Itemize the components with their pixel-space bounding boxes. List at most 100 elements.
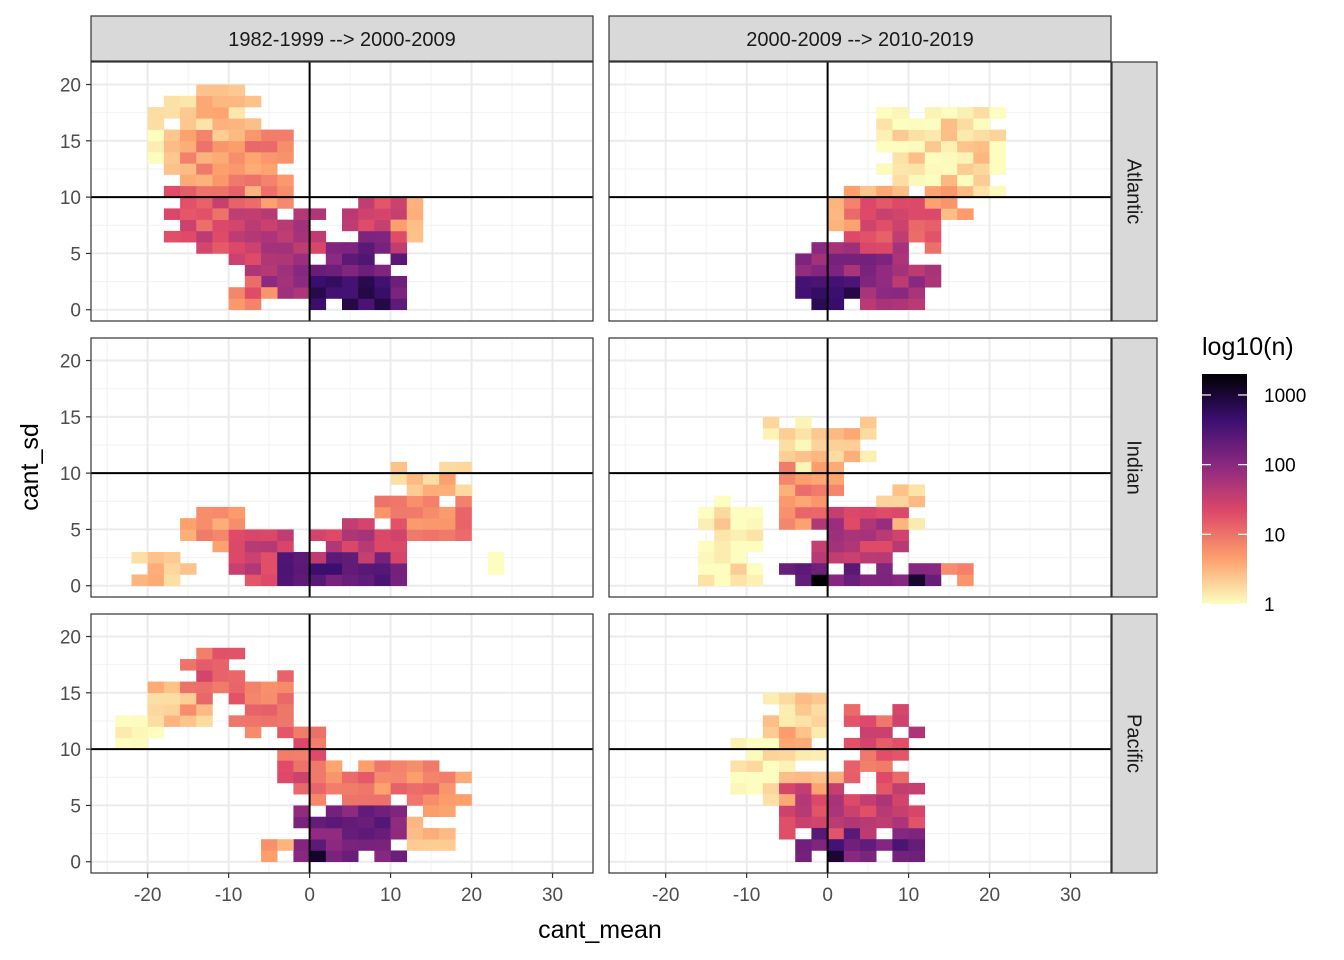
- heatmap-cell: [163, 152, 181, 164]
- heatmap-cell: [439, 794, 456, 806]
- heatmap-cell: [406, 771, 424, 784]
- heatmap-cell: [730, 782, 747, 795]
- heatmap-cell: [325, 540, 343, 553]
- y-tick-label: 20: [60, 628, 81, 649]
- heatmap-cell: [811, 264, 828, 277]
- x-tick-label: 20: [461, 885, 482, 906]
- x-tick-label: -10: [733, 885, 760, 906]
- heatmap-cell: [746, 760, 764, 772]
- heatmap-cell: [358, 574, 375, 587]
- heatmap-cell: [374, 540, 391, 553]
- heatmap-cell: [811, 715, 828, 727]
- heatmap-cell: [390, 563, 408, 575]
- heatmap-cell: [293, 253, 310, 265]
- heatmap-cell: [908, 230, 926, 243]
- heatmap-cell: [827, 428, 845, 440]
- heatmap-cell: [779, 692, 796, 705]
- heatmap-cells: [698, 416, 974, 587]
- heatmap-cell: [422, 782, 440, 795]
- heatmap-cell: [342, 287, 359, 299]
- heatmap-cell: [196, 107, 213, 119]
- heatmap-cell: [293, 264, 310, 277]
- heatmap-cell: [342, 827, 359, 840]
- heatmap-cell: [730, 760, 747, 772]
- heatmap-cell: [762, 692, 780, 705]
- heatmap-cell: [892, 540, 909, 553]
- heatmap-cell: [147, 563, 165, 575]
- heatmap-cell: [244, 551, 262, 564]
- heatmap-cell: [196, 670, 213, 682]
- heatmap-cell: [843, 287, 861, 299]
- heatmap-cell: [989, 140, 1007, 153]
- heatmap-cell: [957, 107, 974, 119]
- heatmap-cell: [795, 704, 812, 716]
- heatmap-cell: [261, 242, 278, 254]
- heatmap-cell: [746, 782, 764, 795]
- heatmap-cell: [196, 692, 213, 705]
- heatmap-cell: [908, 197, 926, 209]
- heatmap-cell: [180, 715, 197, 727]
- heatmap-cell: [163, 107, 181, 119]
- heatmap-cell: [261, 563, 278, 575]
- heatmap-cell: [746, 540, 764, 553]
- heatmap-cell: [358, 275, 375, 288]
- heatmap-cell: [342, 850, 359, 863]
- heatmap-cell: [244, 540, 262, 553]
- heatmap-cell: [261, 174, 278, 187]
- heatmap-cell: [342, 242, 359, 254]
- heatmap-cell: [860, 518, 877, 530]
- heatmap-cell: [827, 461, 845, 474]
- heatmap-cell: [892, 287, 909, 299]
- heatmap-cell: [940, 197, 958, 209]
- heatmap-cell: [892, 140, 909, 153]
- heatmap-cell: [876, 715, 893, 727]
- panel-border: [90, 337, 594, 598]
- heatmap-cell: [180, 518, 197, 530]
- heatmap-cell: [779, 704, 796, 716]
- heatmap-cell: [876, 749, 893, 761]
- heatmap-cell: [811, 461, 828, 474]
- heatmap-cell: [309, 749, 327, 761]
- heatmap-cell: [811, 242, 828, 254]
- heatmap-cell: [228, 84, 246, 97]
- heatmap-cell: [973, 118, 990, 130]
- heatmap-cell: [762, 726, 780, 739]
- heatmap-cell: [795, 726, 812, 739]
- heatmap-cell: [730, 518, 747, 530]
- heatmap-cell: [940, 163, 958, 175]
- panel-pacific-1: [90, 613, 594, 874]
- heatmap-cell: [277, 529, 294, 541]
- heatmap-cell: [309, 574, 327, 587]
- heatmap-cell: [422, 794, 440, 806]
- heatmap-cell: [860, 242, 877, 254]
- heatmap-cells: [147, 84, 424, 311]
- heatmap-cell: [876, 298, 893, 311]
- heatmap-cell: [422, 529, 440, 541]
- heatmap-cell: [876, 506, 893, 519]
- heatmap-cell: [277, 715, 294, 727]
- heatmap-cell: [358, 805, 375, 817]
- heatmap-cell: [180, 197, 197, 209]
- heatmap-cell: [779, 563, 796, 575]
- heatmap-cell: [374, 805, 391, 817]
- heatmap-cell: [876, 760, 893, 772]
- heatmap-cell: [228, 647, 246, 660]
- heatmap-cell: [342, 839, 359, 851]
- heatmap-cell: [358, 264, 375, 277]
- heatmap-cell: [261, 129, 278, 142]
- heatmap-cell: [779, 771, 796, 784]
- heatmap-cell: [827, 540, 845, 553]
- heatmap-cell: [779, 450, 796, 463]
- panel-border: [608, 61, 1112, 322]
- heatmap-cell: [876, 737, 893, 750]
- y-tick-label: 5: [70, 520, 81, 541]
- heatmap-cell: [843, 794, 861, 806]
- heatmap-cell: [277, 287, 294, 299]
- heatmap-cell: [147, 681, 165, 694]
- heatmap-cell: [325, 253, 343, 265]
- heatmap-cell: [293, 749, 310, 761]
- heatmap-cell: [293, 839, 310, 851]
- heatmap-cell: [843, 439, 861, 451]
- heatmap-cell: [795, 495, 812, 508]
- heatmap-cell: [843, 242, 861, 254]
